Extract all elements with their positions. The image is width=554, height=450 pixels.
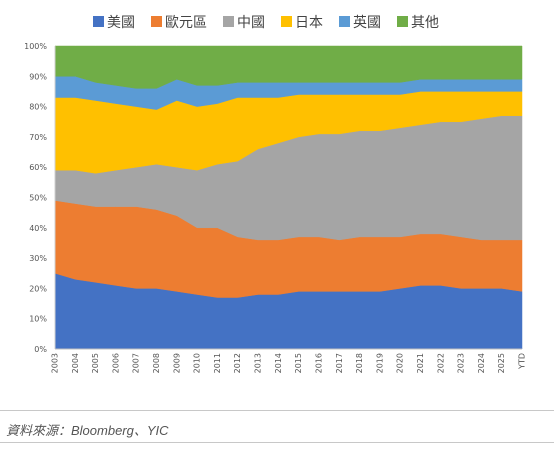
x-tick-label: 2015 [294, 353, 303, 373]
area-series-5 [54, 45, 523, 89]
x-tick-label: YTD [518, 353, 527, 370]
legend-label: 其他 [411, 15, 439, 31]
source-divider-top [0, 410, 554, 411]
y-tick-label: 40% [29, 224, 47, 233]
x-tick-label: 2008 [152, 353, 161, 373]
y-tick-label: 0% [34, 345, 47, 354]
x-tick-label: 2012 [233, 353, 242, 373]
x-tick-label: 2018 [355, 353, 364, 373]
y-tick-label: 70% [29, 133, 47, 142]
legend-label: 日本 [295, 15, 323, 31]
y-tick-label: 60% [29, 163, 47, 172]
legend-label: 英國 [353, 14, 381, 31]
legend: 美國 歐元區 中國 日本 英國 其他 [93, 14, 439, 31]
x-tick-label: 2007 [132, 353, 141, 373]
x-tick-label: 2017 [335, 353, 344, 373]
x-tick-label: 2005 [91, 353, 100, 373]
y-tick-label: 30% [29, 254, 47, 263]
legend-swatch [93, 16, 104, 27]
x-tick-label: 2013 [254, 353, 263, 373]
x-tick-label: 2016 [314, 353, 323, 373]
x-tick-label: 2014 [274, 353, 283, 373]
y-tick-label: 10% [29, 315, 47, 324]
legend-label: 美國 [107, 15, 135, 31]
source-note: 資料來源：Bloomberg、YIC [6, 423, 169, 438]
stacked-area-chart: 美國 歐元區 中國 日本 英國 其他 0% 10% 20% 30% 40% 50% 60% 70% 80%… [24, 14, 527, 373]
x-axis: 2003 2004 2005 2006 2007 2008 2009 2010 2011 2012… [51, 348, 527, 373]
legend-swatch [397, 16, 408, 27]
source-divider-bottom [0, 442, 554, 443]
legend-swatch [223, 16, 234, 27]
x-tick-label: 2003 [51, 353, 60, 373]
x-tick-label: 2009 [172, 353, 181, 373]
x-tick-label: 2022 [436, 353, 445, 373]
y-tick-label: 90% [29, 72, 47, 81]
x-tick-label: 2025 [497, 353, 506, 373]
x-tick-label: 2024 [477, 353, 486, 373]
y-tick-label: 50% [29, 194, 47, 203]
legend-swatch [339, 16, 350, 27]
y-tick-label: 80% [29, 103, 47, 112]
x-tick-label: 2011 [213, 353, 222, 373]
legend-swatch [151, 16, 162, 27]
x-tick-label: 2019 [375, 353, 384, 373]
chart-areas [54, 45, 523, 350]
legend-label: 中國 [237, 15, 265, 31]
x-tick-label: 2010 [193, 353, 202, 373]
x-tick-label: 2020 [396, 353, 405, 373]
x-tick-label: 2006 [111, 353, 120, 373]
y-tick-label: 100% [24, 42, 47, 51]
x-tick-label: 2004 [71, 353, 80, 373]
y-tick-label: 20% [29, 284, 47, 293]
legend-swatch [281, 16, 292, 27]
x-tick-label: 2023 [457, 353, 466, 373]
x-tick-label: 2021 [416, 353, 425, 373]
legend-label: 歐元區 [165, 15, 207, 31]
y-axis: 0% 10% 20% 30% 40% 50% 60% 70% 80% 90% 100% [24, 42, 56, 354]
